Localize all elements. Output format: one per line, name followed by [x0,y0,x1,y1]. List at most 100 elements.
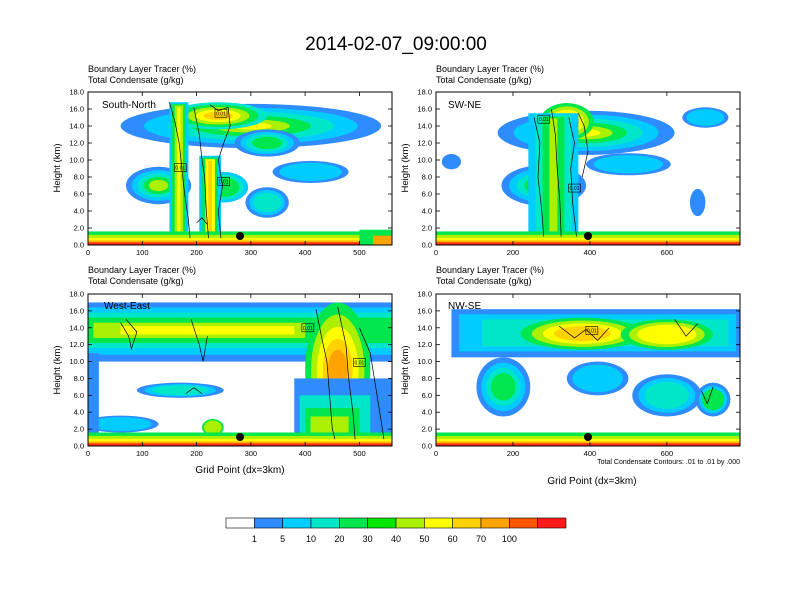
contour-label-box [301,323,315,333]
x-tick-label: 200 [190,449,203,458]
panel-label-nw-se: NW-SE [448,301,481,312]
tracer-region [644,381,690,409]
condensate-contour [674,319,698,337]
panel-frame [87,91,393,246]
boundary-layer [88,442,392,446]
tracer-column [177,107,181,233]
tracer-region [593,155,664,174]
condensate-contour [701,386,714,405]
panel2-header-condensate: Total Condensate (g/kg) [436,75,532,85]
contour-label: 0.01 [219,179,229,185]
colorbar-label: 70 [476,534,486,544]
contour-label-box [214,108,228,118]
contour-label: 0.01 [216,111,226,117]
y-tick-label: 10.0 [69,156,84,165]
y-tick-label: 0.0 [422,442,432,451]
y-tick-label: 18.0 [69,88,84,97]
panel-west-east-field [88,302,392,446]
colorbar: 1 5 10 20 30 40 50 60 70 100 [225,517,567,544]
y-tick-label: 14.0 [69,122,84,131]
colorbar-swatch [282,517,312,529]
contour-label: 0.01 [303,326,313,332]
panel-label-west-east: West-East [104,301,150,312]
colorbar-label: 50 [419,534,429,544]
x-tick-label: 600 [661,248,674,257]
x-tick-label: 200 [507,248,520,257]
panel2-header-tracer: Boundary Layer Tracer (%) [436,64,544,74]
y-tick-label: 8.0 [74,173,84,182]
colorbar-label: 100 [502,534,517,544]
boundary-layer [436,444,740,446]
y-tick-label: 0.0 [422,241,432,250]
y-tick-label: 6.0 [74,391,84,400]
boundary-layer [88,241,392,245]
panel1-header-condensate: Total Condensate (g/kg) [88,75,184,85]
colorbar-swatch [367,517,397,529]
y-tick-label: 4.0 [422,207,432,216]
boundary-layer [436,442,740,446]
colorbar-label: 60 [448,534,458,544]
panel-frame [435,293,741,447]
y-tick-label: 2.0 [74,425,84,434]
y-tick-label: 18.0 [417,290,432,299]
tracer-region [572,364,623,393]
x-tick-label: 200 [507,449,520,458]
x-tick-label: 600 [661,449,674,458]
y-tick-label: 12.0 [417,340,432,349]
x-tick-label: 400 [584,248,597,257]
y-tick-label: 10.0 [417,156,432,165]
y-tick-label: 2.0 [74,224,84,233]
x-tick-label: 400 [584,449,597,458]
condensate-contour [337,306,356,440]
x-tick-label: 400 [299,449,312,458]
y-tick-label: 8.0 [422,173,432,182]
contour-label: 0.01 [539,117,549,123]
y-tick-label: 16.0 [417,306,432,315]
tracer-layer [120,326,295,335]
condensate-contour [568,117,577,237]
condensate-contour [190,319,208,362]
y-axis-label-1: Height (km) [52,143,63,192]
tracer-region [252,136,283,150]
y-tick-label: 10.0 [69,357,84,366]
condensate-contour [551,108,562,237]
panel4-header-tracer: Boundary Layer Tracer (%) [436,265,544,275]
panel-sw-ne-field [436,103,740,245]
tracer-column [208,160,212,241]
condensate-contour [533,117,545,237]
x-tick-label: 300 [245,449,258,458]
y-tick-label: 16.0 [417,105,432,114]
contour-info-note: Total Condensate Contours: .01 to .01 by… [597,459,740,466]
colorbar-label: 30 [363,534,373,544]
contour-label-box [585,326,599,335]
panel3-header-tracer: Boundary Layer Tracer (%) [88,265,196,275]
tracer-region [689,188,706,217]
colorbar-label: 5 [280,534,285,544]
panel-south-north-field [88,102,392,245]
x-tick-label: 200 [190,248,203,257]
contour-label-box [217,176,231,186]
x-tick-label: 0 [434,248,438,257]
contour-label-box [353,358,366,367]
y-tick-label: 0.0 [74,241,84,250]
y-tick-label: 12.0 [69,139,84,148]
y-tick-label: 10.0 [417,357,432,366]
colorbar-swatch [424,517,453,529]
y-tick-label: 0.0 [74,442,84,451]
tracer-region [490,373,516,401]
y-axis-label-3: Height (km) [52,345,63,394]
boundary-layer [88,243,392,245]
y-tick-label: 6.0 [422,391,432,400]
tracer-region [553,326,611,342]
x-tick-label: 300 [245,248,258,257]
panel1-header-tracer: Boundary Layer Tracer (%) [88,64,196,74]
y-tick-label: 14.0 [69,323,84,332]
y-tick-label: 4.0 [74,207,84,216]
y-tick-label: 6.0 [422,190,432,199]
tracer-layer [88,353,99,440]
axes-layer: 0.0 2.0 4.0 6.0 8.0 10.0 12.0 14.0 16.0 18.0 0 100 2… [69,88,741,458]
colorbar-swatch [310,517,340,529]
colorbar-swatch [395,517,425,529]
contour-label-box [537,114,551,124]
